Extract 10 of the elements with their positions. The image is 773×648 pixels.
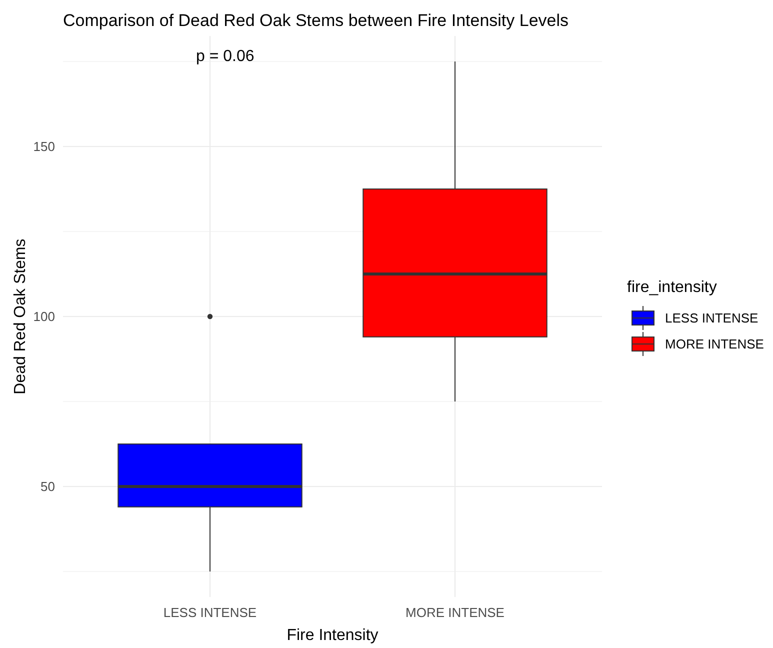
legend-title: fire_intensity <box>627 279 717 296</box>
y-tick-label: 50 <box>40 479 55 494</box>
legend-label: MORE INTENSE <box>665 336 764 352</box>
y-tick-label: 150 <box>33 139 55 154</box>
x-axis-title: Fire Intensity <box>286 627 378 644</box>
y-tick-label: 100 <box>33 309 55 324</box>
chart-title: Comparison of Dead Red Oak Stems between Fire Intensity Levels <box>63 11 569 30</box>
legend-label: LESS INTENSE <box>665 310 759 326</box>
y-axis-title: Dead Red Oak Stems <box>12 238 29 394</box>
annotation: p = 0.06 <box>196 48 254 65</box>
